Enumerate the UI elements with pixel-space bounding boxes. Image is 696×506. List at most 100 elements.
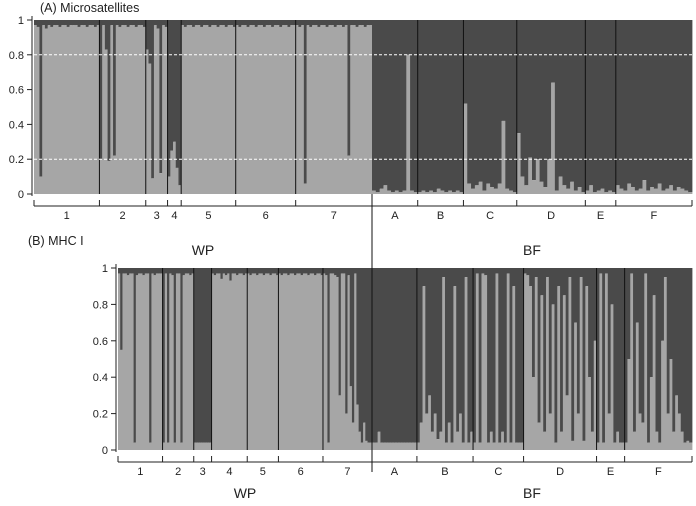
bar-light-B-10 — [452, 192, 457, 194]
bar-light-E-4 — [596, 190, 601, 194]
bar-light-2-12 — [187, 273, 190, 450]
bar-light-2-15 — [137, 25, 141, 194]
bar-dark-B-11 — [455, 20, 461, 191]
bar-dark-7-16 — [356, 268, 360, 405]
bar-dark-4-9 — [229, 268, 233, 281]
bar-light-2-11 — [184, 273, 188, 450]
bar-dark-4-2 — [213, 268, 217, 276]
bar-dark-D-17 — [577, 20, 582, 188]
bar-light-D-7 — [539, 181, 544, 194]
bar-dark-D-10 — [551, 20, 556, 83]
bar-light-7-8 — [338, 395, 342, 450]
population-label-C: C — [486, 210, 494, 222]
bar-light-4-11 — [233, 273, 237, 450]
bar-dark-E-7 — [613, 268, 617, 443]
bar-light-1-24 — [96, 25, 100, 194]
bar-dark-5-17 — [224, 20, 228, 27]
bar-dark-5-16 — [222, 20, 226, 26]
bar-dark-6-19 — [284, 20, 288, 26]
bar-light-E-6 — [604, 192, 609, 194]
bar-dark-4-6 — [222, 268, 226, 274]
bar-dark-F-16 — [672, 20, 678, 191]
bar-dark-F-22 — [683, 268, 687, 443]
bar-dark-5-1 — [247, 268, 250, 274]
bar-dark-F-10 — [650, 20, 655, 188]
bar-light-F-10 — [649, 377, 654, 450]
bar-light-2-4 — [169, 273, 172, 450]
bar-light-B-12 — [447, 422, 451, 450]
bar-light-B-10 — [442, 277, 446, 450]
bar-light-1-20 — [85, 26, 89, 195]
bar-dark-1-23 — [93, 20, 98, 27]
y-tick-label-0: 0 — [18, 189, 24, 201]
bar-light-C-12 — [505, 188, 510, 194]
bar-light-5-14 — [216, 26, 220, 195]
bar-dark-5-8 — [200, 20, 204, 27]
bar-light-7-19 — [344, 25, 348, 194]
bar-light-1-4 — [42, 25, 46, 194]
bar-light-2-1 — [162, 442, 166, 450]
bar-light-7-18 — [342, 26, 346, 195]
bar-light-A-1 — [372, 190, 377, 194]
bar-light-1-8 — [53, 25, 57, 194]
bar-light-6-15 — [273, 25, 277, 194]
bar-light-5-10 — [205, 25, 209, 194]
bar-dark-3-5 — [156, 20, 160, 29]
bar-dark-C-12 — [503, 268, 508, 443]
bar-dark-6-18 — [316, 268, 319, 274]
bar-light-5-12 — [271, 273, 275, 450]
bar-light-2-4 — [107, 160, 111, 194]
bar-dark-B-1 — [417, 20, 422, 193]
bar-light-2-14 — [134, 26, 138, 195]
bar-dark-C-15 — [512, 268, 516, 287]
bar-dark-A-7 — [388, 268, 393, 443]
bar-dark-F-8 — [644, 268, 648, 274]
bar-light-D-15 — [570, 181, 575, 194]
bar-dark-2-13 — [189, 268, 192, 276]
bar-dark-F-16 — [666, 268, 670, 414]
bar-dark-B-18 — [464, 268, 468, 278]
bar-dark-1-13 — [66, 20, 70, 27]
bar-dark-B-9 — [448, 20, 453, 191]
bar-dark-3-1 — [145, 20, 149, 50]
population-label-2: 2 — [175, 466, 181, 478]
bar-dark-7-15 — [354, 268, 357, 274]
bar-dark-D-2 — [520, 20, 525, 177]
bar-dark-5-5 — [192, 20, 196, 27]
bar-dark-F-24 — [689, 268, 693, 443]
bar-dark-7-7 — [312, 20, 316, 26]
bar-dark-D-22 — [582, 268, 586, 441]
bar-dark-2-3 — [167, 268, 170, 443]
bar-dark-D-16 — [565, 268, 569, 396]
bar-dark-7-16 — [336, 20, 340, 26]
population-label-6: 6 — [298, 466, 304, 478]
bar-dark-7-10 — [343, 268, 346, 274]
bar-light-B-15 — [456, 431, 460, 450]
bar-dark-D-3 — [524, 20, 529, 186]
bar-light-F-2 — [627, 359, 631, 450]
bar-dark-A-5 — [387, 20, 392, 191]
bar-dark-A-12 — [413, 20, 419, 193]
bar-light-6-22 — [292, 25, 297, 194]
bar-light-D-4 — [532, 377, 536, 450]
bar-dark-1-19 — [158, 268, 161, 274]
bar-light-E-4 — [604, 273, 609, 450]
population-label-F: F — [651, 210, 658, 222]
bar-light-F-4 — [633, 431, 637, 450]
bar-light-2-8 — [118, 26, 122, 195]
bar-light-7-3 — [327, 442, 331, 450]
bar-dark-3-2 — [195, 268, 199, 443]
bar-dark-1-1 — [34, 20, 38, 26]
bar-light-C-16 — [515, 442, 519, 450]
bar-light-D-14 — [560, 431, 564, 450]
bar-dark-A-1 — [372, 268, 376, 443]
bar-light-C-12 — [503, 442, 508, 450]
bar-light-1-10 — [58, 26, 62, 195]
bar-dark-C-17 — [517, 268, 522, 443]
bar-light-C-3 — [471, 188, 476, 194]
bar-dark-A-6 — [386, 268, 390, 443]
bar-dark-4-1 — [167, 20, 171, 177]
bar-light-7-10 — [320, 25, 324, 194]
bar-light-A-12 — [413, 192, 419, 194]
bar-dark-7-17 — [358, 268, 362, 432]
